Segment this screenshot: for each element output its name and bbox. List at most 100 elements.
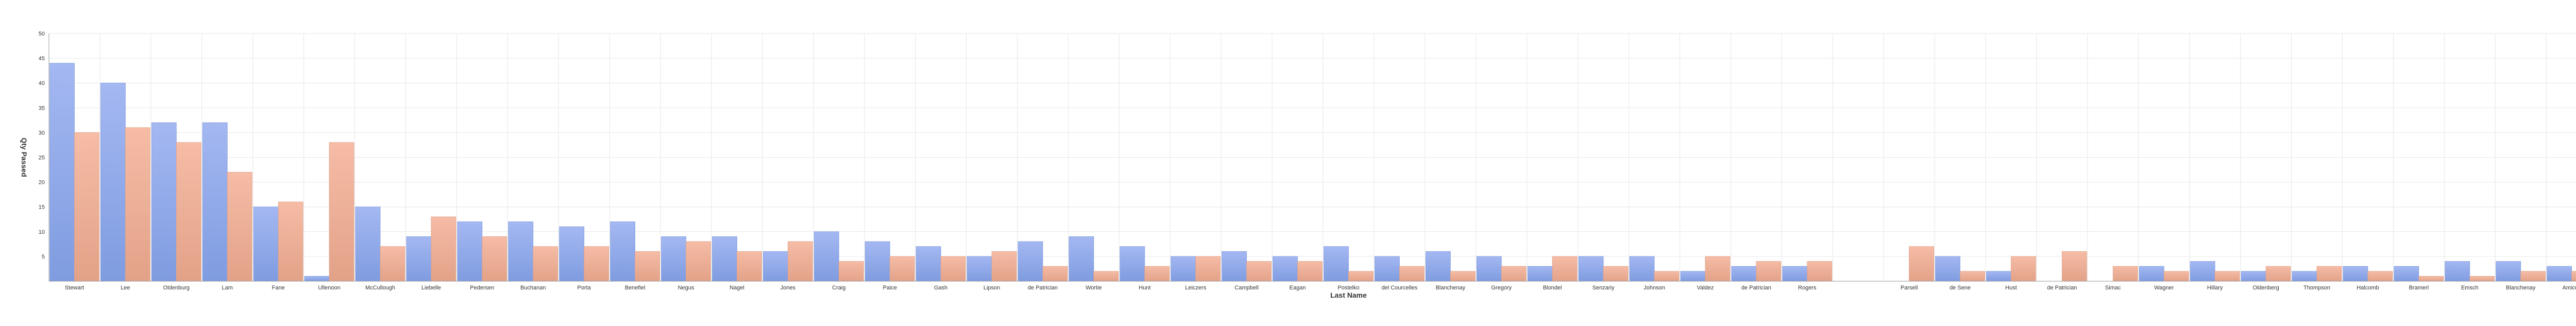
y-tick-label: 50 xyxy=(39,31,45,37)
bar-s0-c3 xyxy=(202,123,227,281)
bar-s0-c34 xyxy=(1783,266,1807,281)
x-category-label: de Patrician xyxy=(2047,285,2077,291)
bar-s0-c16 xyxy=(865,242,890,281)
bar-s0-c5 xyxy=(304,276,329,281)
bar-s1-c4 xyxy=(278,202,303,281)
bar-s0-c23 xyxy=(1222,251,1247,281)
bar-s1-c32 xyxy=(1705,256,1730,281)
bar-s0-c26 xyxy=(1375,256,1399,281)
x-category-label: de Patrician xyxy=(1741,285,1771,291)
y-axis-title: Qty Passed xyxy=(20,138,28,177)
bar-s0-c46 xyxy=(2394,266,2419,281)
x-category-label: Buchanan xyxy=(520,285,546,291)
x-axis-title: Last Name xyxy=(1330,291,1367,299)
bar-s1-c9 xyxy=(533,247,558,281)
bar-s0-c41 xyxy=(2139,266,2164,281)
bar-s1-c47 xyxy=(2470,276,2495,281)
x-category-label: Thompson xyxy=(2303,285,2330,291)
x-category-label: Senzariy xyxy=(1592,285,1615,291)
x-category-label: Fane xyxy=(272,285,285,291)
x-category-label: Paice xyxy=(883,285,897,291)
bar-s1-c39 xyxy=(2062,251,2087,281)
x-category-label: Blanchenay xyxy=(1436,285,1466,291)
y-tick-label: 25 xyxy=(39,155,45,161)
bar-s0-c9 xyxy=(509,222,533,281)
bar-s1-c18 xyxy=(992,251,1016,281)
bar-s1-c11 xyxy=(635,251,660,281)
bar-s1-c45 xyxy=(2368,271,2393,281)
x-category-label: Wortie xyxy=(1086,285,1102,291)
y-tick-label: 35 xyxy=(39,105,45,111)
x-category-label: Negus xyxy=(678,285,694,291)
x-category-label: Postelko xyxy=(1337,285,1359,291)
bar-s0-c20 xyxy=(1069,236,1094,281)
x-category-label: Blanchenay xyxy=(2506,285,2536,291)
bar-s1-c8 xyxy=(482,236,507,281)
x-category-label: Lee xyxy=(121,285,130,291)
bar-s0-c24 xyxy=(1273,256,1298,281)
x-category-label: McCullough xyxy=(365,285,395,291)
bar-s1-c40 xyxy=(2113,266,2138,281)
x-category-label: Rogers xyxy=(1798,285,1817,291)
x-category-label: Leiczers xyxy=(1185,285,1206,291)
y-tick-label: 15 xyxy=(39,204,45,211)
x-category-label: Stewart xyxy=(65,285,84,291)
x-category-label: Oldenburg xyxy=(163,285,190,291)
x-category-label: Lam xyxy=(222,285,233,291)
y-tick-label: 5 xyxy=(42,254,45,260)
x-category-label: Parsell xyxy=(1901,285,1918,291)
bar-s0-c47 xyxy=(2445,262,2470,281)
bar-s0-c30 xyxy=(1579,256,1603,281)
bar-s0-c1 xyxy=(100,83,125,281)
bar-s0-c33 xyxy=(1732,266,1756,281)
bar-s0-c13 xyxy=(712,236,737,281)
bar-s1-c12 xyxy=(686,242,711,281)
bar-s1-c27 xyxy=(1450,271,1475,281)
bar-s0-c27 xyxy=(1426,251,1450,281)
bar-s1-c13 xyxy=(737,251,761,281)
x-category-label: Valdez xyxy=(1697,285,1714,291)
bar-s0-c14 xyxy=(763,251,788,281)
bar-s1-c19 xyxy=(1043,266,1067,281)
bar-s1-c46 xyxy=(2419,276,2444,281)
x-category-label: Campbell xyxy=(1234,285,1258,291)
x-category-label: Emsch xyxy=(2461,285,2479,291)
x-category-label: Craig xyxy=(832,285,845,291)
bar-s1-c33 xyxy=(1756,262,1781,281)
bar-s0-c43 xyxy=(2241,271,2266,281)
bar-s1-c31 xyxy=(1654,271,1679,281)
bar-s0-c25 xyxy=(1324,247,1349,281)
bar-s1-c49 xyxy=(2572,271,2576,281)
bar-s1-c48 xyxy=(2521,271,2546,281)
x-category-label: Nagel xyxy=(730,285,744,291)
y-tick-label: 40 xyxy=(39,80,45,87)
x-category-label: del Courcelles xyxy=(1382,285,1418,291)
bar-s1-c21 xyxy=(1145,266,1170,281)
bar-s0-c38 xyxy=(1987,271,2011,281)
bar-s1-c23 xyxy=(1247,262,1272,281)
bar-s1-c24 xyxy=(1298,262,1323,281)
x-category-label: Hillary xyxy=(2207,285,2223,291)
x-category-label: Simac xyxy=(2105,285,2121,291)
bar-s0-c18 xyxy=(967,256,992,281)
y-tick-label: 45 xyxy=(39,56,45,62)
bar-s0-c42 xyxy=(2190,262,2215,281)
bar-s1-c29 xyxy=(1552,256,1577,281)
bar-s0-c32 xyxy=(1681,271,1705,281)
bar-s1-c30 xyxy=(1603,266,1628,281)
x-category-label: de Sene xyxy=(1950,285,1971,291)
x-category-label: Wagner xyxy=(2154,285,2174,291)
bar-s1-c5 xyxy=(329,143,354,281)
bar-s1-c43 xyxy=(2266,266,2291,281)
x-category-label: Johnson xyxy=(1643,285,1665,291)
bar-s1-c22 xyxy=(1196,256,1221,281)
bar-s0-c15 xyxy=(814,232,839,281)
bar-s1-c6 xyxy=(380,247,405,281)
bar-s1-c37 xyxy=(1960,271,1985,281)
x-category-label: Pedersen xyxy=(470,285,494,291)
x-category-label: Hunt xyxy=(1139,285,1150,291)
bar-s1-c0 xyxy=(74,132,99,281)
bar-s0-c29 xyxy=(1528,266,1552,281)
x-category-label: de Patrician xyxy=(1028,285,1058,291)
x-category-label: Eagan xyxy=(1290,285,1306,291)
